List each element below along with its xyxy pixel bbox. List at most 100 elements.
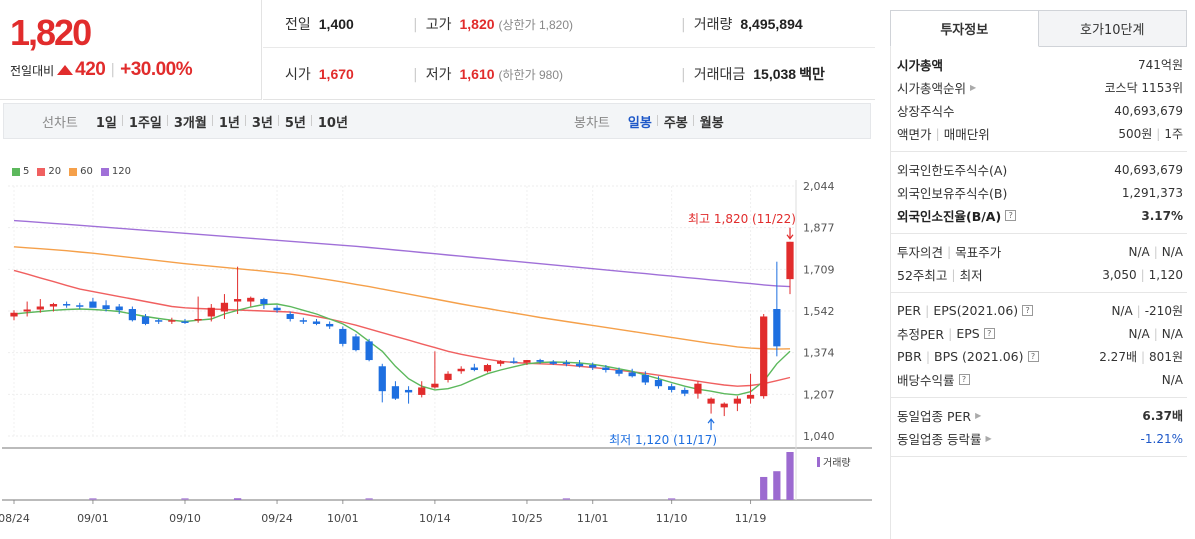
stat-volume-label: 거래량 xyxy=(693,16,733,33)
candle-daily[interactable]: 일봉 xyxy=(627,115,652,131)
chart-canvas[interactable]: 2,044 1,877 1,709 1,542 1,374 1,207 1,040 08/24… xyxy=(0,160,872,539)
divider: | xyxy=(681,67,686,83)
chevron-right-icon: ▶ xyxy=(985,434,992,443)
info-value: 3.17% xyxy=(1141,209,1183,223)
price-stats: 전일 1,400 | 고가 1,820 (상한가 1,820) | 거래량 8,… xyxy=(263,0,875,100)
help-icon[interactable]: ? xyxy=(1027,351,1039,362)
period-1y[interactable]: 1년 xyxy=(211,112,246,131)
candle-body xyxy=(247,297,255,302)
help-icon[interactable]: ? xyxy=(1005,210,1017,221)
period-3y[interactable]: 3년 xyxy=(244,112,279,131)
info-key-label: PBR xyxy=(897,349,922,364)
candle-body xyxy=(668,386,676,390)
chart-legend: 5 20 60 120 xyxy=(12,166,131,177)
candle-body xyxy=(168,320,176,322)
period-1d[interactable]: 1일 xyxy=(95,115,117,131)
candle-body xyxy=(654,379,663,387)
tab-orderbook[interactable]: 호가10단계 xyxy=(1038,10,1187,47)
series-line-ma20 xyxy=(13,269,791,387)
info-value-text: N/A xyxy=(1161,372,1183,387)
info-value: 40,693,679 xyxy=(1114,104,1183,118)
info-key: 액면가 | 매매단위 xyxy=(897,124,990,143)
stat-high-label: 고가 xyxy=(425,16,452,33)
info-key: 외국인한도주식수(A) xyxy=(897,160,1007,179)
tab-investment-info[interactable]: 투자정보 xyxy=(890,10,1039,47)
candle-body xyxy=(286,313,294,319)
period-1w[interactable]: 1주일 xyxy=(121,112,168,131)
y-tick-label: 1,709 xyxy=(803,263,835,276)
candle-monthly[interactable]: 월봉 xyxy=(692,112,730,131)
candle-body xyxy=(128,309,136,321)
info-key-label: 외국인한도주식수(A) xyxy=(897,163,1008,178)
info-key-label: 시가총액순위 xyxy=(897,81,967,96)
candle-body xyxy=(194,318,202,321)
help-icon[interactable]: ? xyxy=(983,328,995,339)
candle-body xyxy=(589,365,597,368)
info-value-text: -210원 xyxy=(1144,304,1183,318)
change-row: 전일대비 420 | +30.00% xyxy=(10,59,193,81)
volume-bar xyxy=(181,498,189,500)
info-key-label: 액면가 xyxy=(897,127,932,142)
candle-body xyxy=(536,360,544,362)
candle-body xyxy=(523,360,531,363)
info-value-text: N/A xyxy=(1128,244,1150,259)
info-value-text: 40,693,679 xyxy=(1114,162,1183,177)
candle-body xyxy=(62,304,71,306)
change-label: 전일대비 xyxy=(10,63,55,78)
candle-body xyxy=(404,389,413,393)
info-row: 추정PER | EPS? N/A | N/A xyxy=(897,322,1183,345)
stat-high: | 고가 1,820 (상한가 1,820) xyxy=(413,14,573,34)
info-key[interactable]: 시가총액순위 ▶ xyxy=(897,78,976,97)
help-icon[interactable]: ? xyxy=(958,374,970,385)
stat-open-value: 1,670 xyxy=(318,66,354,82)
info-key[interactable]: 동일업종 등락률 ▶ xyxy=(897,429,992,448)
info-key: PBR | BPS (2021.06)? xyxy=(897,349,1039,364)
candle-body xyxy=(220,302,229,312)
chart-period-toolbar: 선차트 1일 1주일 3개월 1년 3년 5년 10년 봉차트 일봉 주봉 월봉 xyxy=(3,103,871,139)
info-value: 6.37배 xyxy=(1142,407,1183,424)
info-value-text: 2.27배 xyxy=(1099,350,1137,364)
candle-body xyxy=(89,301,97,308)
stat-volume-value: 8,495,894 xyxy=(740,15,803,32)
info-key[interactable]: 동일업종 PER ▶ xyxy=(897,406,981,425)
info-key: 투자의견 | 목표주가 xyxy=(897,242,1001,261)
stat-amount: | 거래대금 15,038 백만 xyxy=(681,64,825,84)
period-10y[interactable]: 10년 xyxy=(310,112,354,131)
series-line-ma5 xyxy=(13,303,791,396)
info-value: 3,050 | 1,120 xyxy=(1102,268,1183,282)
legend-label: 60 xyxy=(80,166,93,177)
info-value-text: 40,693,679 xyxy=(1114,103,1183,118)
info-row: 외국인보유주식수(B) 1,291,373 xyxy=(897,181,1183,204)
candle-body xyxy=(391,386,400,399)
info-value: 741억원 xyxy=(1138,56,1183,73)
divider: | xyxy=(1153,326,1158,341)
period-5y[interactable]: 5년 xyxy=(277,112,312,131)
divider: | xyxy=(1141,350,1146,364)
series-line-ma60 xyxy=(13,246,791,350)
candle-body xyxy=(760,316,768,397)
legend-label: 5 xyxy=(23,166,30,177)
candle-body xyxy=(707,398,715,404)
candle-chart-group: 봉차트 일봉 주봉 월봉 xyxy=(574,104,730,138)
candle-body xyxy=(628,372,636,377)
annotation-high: 최고 1,820 (11/22) xyxy=(688,212,796,226)
divider: | xyxy=(948,326,953,341)
info-key-label: 투자의견 xyxy=(897,245,944,260)
annotation-low: 최저 1,120 (11/17) xyxy=(609,433,717,447)
volume-bar xyxy=(562,498,571,500)
volume-bar xyxy=(365,498,373,500)
info-row: PBR | BPS (2021.06)? 2.27배 | 801원 xyxy=(897,345,1183,368)
candle-body xyxy=(49,304,58,307)
period-3m[interactable]: 3개월 xyxy=(166,112,213,131)
stat-prev-label: 전일 xyxy=(285,16,311,33)
divider: | xyxy=(1136,304,1141,318)
info-key-label: 외국인소진율(B/A) xyxy=(897,209,1002,224)
candle-weekly[interactable]: 주봉 xyxy=(656,112,694,131)
candle-body xyxy=(339,328,347,344)
candle-body xyxy=(378,366,386,392)
candle-body xyxy=(720,403,728,408)
help-icon[interactable]: ? xyxy=(1022,305,1034,316)
candle-body xyxy=(141,316,150,324)
legend-swatch xyxy=(100,167,109,176)
